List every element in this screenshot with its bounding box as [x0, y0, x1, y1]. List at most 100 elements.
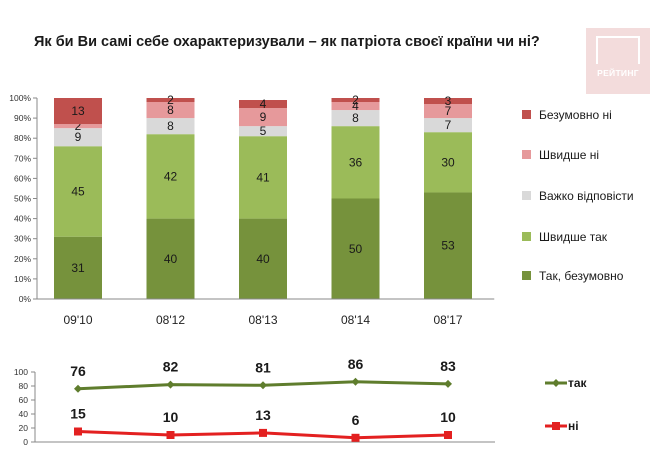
- legend-label: Так, безумовно: [539, 269, 624, 283]
- x-category-label: 08'14: [341, 313, 370, 327]
- y-tick-label: 100: [14, 367, 28, 377]
- data-label: 40: [164, 252, 178, 266]
- data-point: [259, 428, 267, 437]
- y-tick-label: 100%: [9, 93, 31, 103]
- x-category-label: 09'10: [64, 313, 93, 327]
- data-label: 41: [256, 170, 270, 184]
- y-tick-label: 40%: [14, 214, 31, 224]
- legend-label: Швидше так: [539, 230, 608, 244]
- data-label: 53: [441, 239, 455, 253]
- data-label: 8: [167, 119, 174, 133]
- data-label: 40: [256, 252, 270, 266]
- chart-title: Як би Ви самі себе охарактеризували – як…: [34, 34, 540, 50]
- bar-segment: [424, 132, 472, 193]
- data-label: 50: [349, 242, 363, 256]
- bar-segment: [239, 136, 287, 219]
- bar-segment: [331, 110, 380, 127]
- logo-mark-icon: [596, 36, 640, 64]
- bar-segment: [424, 104, 472, 119]
- bar-segment: [146, 102, 195, 119]
- legend-swatch: [522, 191, 531, 200]
- x-category-label: 08'17: [434, 313, 463, 327]
- y-tick-label: 80%: [14, 133, 31, 143]
- data-label: 4: [352, 99, 359, 113]
- data-point: [444, 431, 452, 439]
- bar-segment: [54, 236, 102, 299]
- bar-segment: [239, 126, 287, 137]
- data-label: 82: [163, 359, 179, 375]
- y-tick-label: 10%: [14, 274, 31, 284]
- bar-segment: [331, 198, 380, 299]
- data-point: [166, 380, 175, 389]
- rating-logo: РЕЙТИНГ: [586, 28, 650, 94]
- y-tick-label: 0%: [19, 294, 32, 304]
- bar-segment: [146, 118, 195, 135]
- data-label: 13: [71, 104, 85, 118]
- bar-segment: [331, 98, 380, 103]
- logo-text: РЕЙТИНГ: [597, 68, 639, 78]
- data-label: 36: [349, 155, 363, 169]
- bar-segment: [146, 134, 195, 219]
- bar-segment: [146, 218, 195, 299]
- data-label: 7: [445, 118, 452, 132]
- data-label: 10: [163, 409, 179, 425]
- data-label: 2: [352, 93, 359, 107]
- data-label: 2: [167, 93, 174, 107]
- y-tick-label: 50%: [14, 194, 31, 204]
- y-tick-label: 20: [19, 423, 29, 433]
- bar-segment: [146, 98, 195, 103]
- data-point: [166, 431, 175, 439]
- data-label: 42: [164, 169, 178, 183]
- legend-label: Безумовно ні: [539, 108, 612, 122]
- y-tick-label: 80: [19, 381, 29, 391]
- data-label: 6: [352, 412, 360, 428]
- data-label: 10: [440, 409, 456, 425]
- data-point: [74, 427, 82, 436]
- bar-segment: [239, 100, 287, 109]
- legend-label: ні: [568, 419, 579, 433]
- bar-segment: [54, 128, 102, 147]
- bar-segment: [239, 218, 287, 299]
- data-label: 81: [255, 359, 271, 375]
- bar-segment: [54, 98, 102, 125]
- data-label: 83: [440, 358, 456, 374]
- y-tick-label: 20%: [14, 254, 31, 264]
- x-category-label: 08'12: [156, 313, 185, 327]
- y-tick-label: 40: [19, 409, 29, 419]
- data-point: [351, 377, 360, 386]
- data-label: 13: [255, 407, 271, 423]
- bar-segment: [54, 146, 102, 237]
- data-label: 3: [445, 94, 452, 108]
- legend-swatch: [522, 150, 531, 159]
- legend-swatch: [522, 271, 531, 280]
- data-label: 31: [71, 261, 85, 275]
- data-label: 30: [441, 155, 455, 169]
- data-point: [444, 379, 452, 388]
- legend-label: Важко відповісти: [539, 189, 634, 203]
- data-label: 7: [445, 104, 452, 118]
- data-label: 9: [260, 110, 267, 124]
- data-label: 4: [260, 97, 267, 111]
- legend-label: Швидше ні: [539, 148, 599, 162]
- data-label: 86: [348, 356, 364, 372]
- legend-swatch: [522, 110, 531, 119]
- legend-marker: [552, 379, 560, 387]
- y-tick-label: 60: [19, 395, 29, 405]
- data-label: 5: [260, 124, 267, 138]
- y-tick-label: 90%: [14, 113, 31, 123]
- bar-segment: [54, 124, 102, 129]
- data-point: [351, 433, 360, 442]
- legend-label: так: [568, 376, 588, 390]
- data-label: 9: [75, 130, 82, 144]
- data-point: [74, 384, 82, 393]
- data-label: 15: [70, 406, 86, 422]
- x-category-label: 08'13: [249, 313, 278, 327]
- legend-swatch: [522, 232, 531, 241]
- y-tick-label: 0: [23, 437, 28, 447]
- bar-segment: [331, 126, 380, 199]
- data-label: 76: [70, 363, 86, 379]
- data-point: [259, 381, 267, 390]
- bar-segment: [424, 192, 472, 299]
- bar-segment: [331, 102, 380, 111]
